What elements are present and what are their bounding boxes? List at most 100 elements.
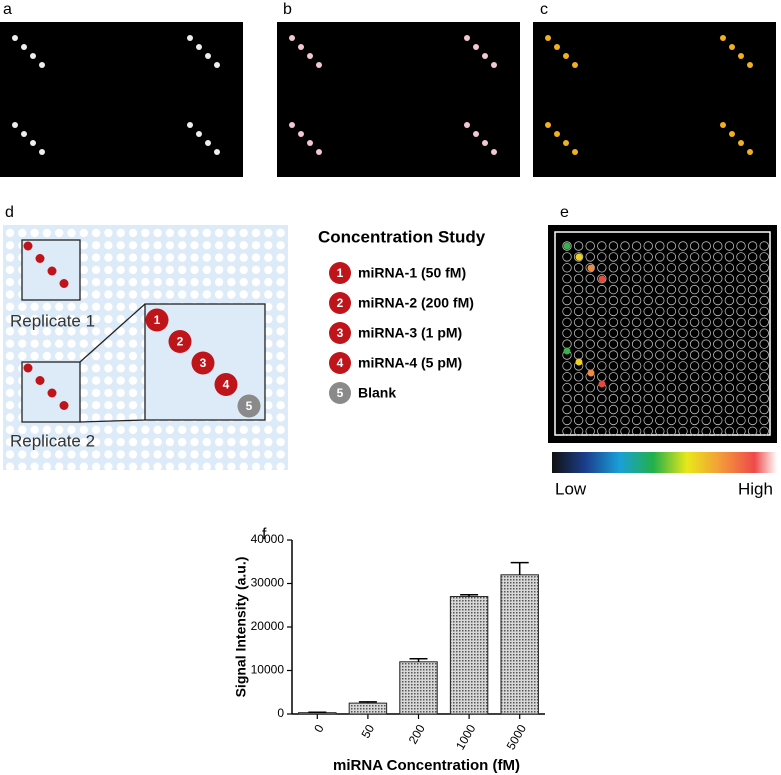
array-spot (713, 317, 723, 328)
array-spot (747, 317, 758, 328)
array-spot (631, 404, 642, 415)
grid-spot (5, 376, 15, 385)
grid-spot (165, 437, 175, 447)
array-spot (608, 393, 619, 404)
grid-spot (202, 241, 211, 250)
array-spot (562, 415, 572, 426)
array-spot (747, 404, 758, 415)
spot-marker (237, 394, 261, 418)
grid-spot (276, 290, 285, 299)
array-spot (608, 383, 619, 393)
array-spot (759, 295, 769, 306)
array-spot (643, 350, 653, 360)
array-spot (620, 404, 630, 415)
grid-spot (128, 241, 138, 250)
array-spot (713, 350, 723, 360)
grid-spot (5, 364, 15, 373)
grid-spot (104, 265, 113, 275)
array-spot (562, 383, 572, 393)
bar (449, 596, 489, 715)
grid-spot (239, 425, 248, 434)
array-spot (713, 252, 723, 262)
spot (298, 131, 304, 137)
y-tick-label: 20000 (251, 619, 285, 633)
array-spot (620, 361, 630, 371)
array-spot (655, 306, 665, 317)
spot (747, 149, 753, 155)
legend-label: miRNA-3 (1 pM) (358, 325, 462, 341)
grid-spot (79, 339, 89, 348)
spot (59, 401, 69, 410)
grid-spot (18, 450, 27, 459)
array-spot (759, 263, 769, 273)
grid-spot (5, 351, 15, 361)
spot (30, 140, 36, 146)
spot (720, 35, 726, 41)
array-spot (759, 241, 769, 251)
grid-spot (18, 437, 27, 447)
grid-spot (264, 302, 273, 311)
grid-spot (165, 241, 175, 250)
array-spot (620, 426, 630, 437)
grid-spot (239, 253, 248, 262)
grid-spot (276, 462, 285, 471)
array-spot (620, 295, 630, 306)
array-spot (562, 361, 572, 371)
array-spot (620, 306, 630, 317)
array-spot (701, 339, 711, 349)
error-bar (409, 658, 428, 662)
grid-spot (128, 364, 138, 373)
array-spot (585, 241, 595, 251)
grid-spot (128, 376, 138, 385)
spot (747, 62, 753, 68)
grid-spot (104, 437, 113, 447)
panel-label: a (3, 1, 12, 18)
grid-spot (91, 327, 101, 336)
array-spot (666, 339, 677, 349)
grid-spot (128, 401, 138, 410)
grid-spot (202, 278, 211, 287)
array-spot (689, 383, 700, 393)
grid-spot (116, 241, 125, 250)
array-spot (597, 415, 607, 426)
grid-spot (264, 388, 273, 398)
array-spot (608, 415, 619, 426)
array-spot (736, 426, 746, 437)
array-spot (736, 295, 746, 306)
grid-spot (178, 462, 187, 471)
grid-spot (42, 327, 52, 336)
grid-spot (165, 265, 175, 275)
array-spot (713, 383, 723, 393)
spot (482, 140, 488, 146)
array-spot (701, 252, 711, 262)
grid-spot (227, 253, 236, 262)
grid-spot (227, 265, 236, 275)
legend-marker (329, 292, 351, 314)
grid-spot (104, 351, 113, 361)
array-spot (608, 361, 619, 371)
grid-spot (91, 339, 101, 348)
array-spot (701, 361, 711, 371)
array-spot (747, 339, 758, 349)
grid-spot (116, 425, 125, 434)
array-spot (678, 372, 688, 382)
spot (545, 35, 551, 41)
array-spot (678, 284, 688, 295)
array-spot (643, 383, 653, 393)
spot-number: 5 (246, 399, 253, 413)
array-spot (713, 328, 723, 338)
array-spot (724, 339, 735, 349)
array-spot (666, 372, 677, 382)
grid-spot (251, 437, 261, 447)
array-spot (689, 241, 700, 251)
spot (572, 149, 578, 155)
array-signal (575, 253, 583, 261)
grid-spot (251, 290, 261, 299)
image-b (277, 22, 520, 177)
grid-spot (91, 351, 101, 361)
array-spot (585, 284, 595, 295)
grid-spot (79, 401, 89, 410)
grid-spot (55, 228, 64, 238)
array-spot (631, 263, 642, 273)
array-spot (631, 383, 642, 393)
